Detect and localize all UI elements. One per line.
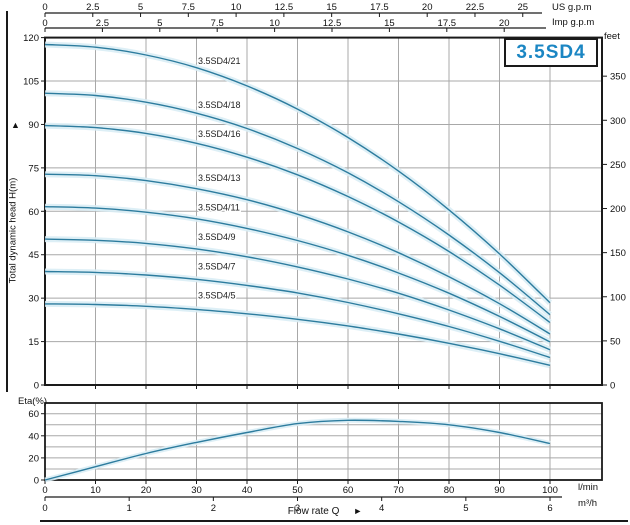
svg-text:0: 0 <box>42 503 47 514</box>
svg-text:25: 25 <box>517 2 528 13</box>
svg-text:0: 0 <box>34 476 39 487</box>
gpm-axes: 0 2.5 5 7.5 10 12.5 15 17.5 20 22.5 25 0 2.5 5 7.5 10 12… <box>42 2 546 32</box>
eta-chart-grid <box>45 403 602 480</box>
svg-text:20: 20 <box>422 2 433 13</box>
pump-model-badge: 3.5SD4 <box>504 38 598 67</box>
svg-text:7.5: 7.5 <box>182 2 195 13</box>
svg-text:120: 120 <box>23 33 39 44</box>
svg-text:50: 50 <box>292 485 303 496</box>
svg-text:10: 10 <box>231 2 242 13</box>
svg-text:60: 60 <box>343 485 354 496</box>
svg-text:75: 75 <box>28 163 39 174</box>
left-frame-rule <box>6 11 8 392</box>
svg-text:3.5SD4/5: 3.5SD4/5 <box>198 291 236 301</box>
bottom-frame-rule <box>40 520 628 522</box>
right-arrow-icon: ► <box>353 506 363 516</box>
svg-text:10: 10 <box>269 18 280 29</box>
svg-text:60: 60 <box>28 409 39 420</box>
svg-text:0: 0 <box>34 381 39 392</box>
svg-text:30: 30 <box>191 485 202 496</box>
imp-gpm-axis-label: Imp g.p.m <box>552 17 595 28</box>
svg-text:105: 105 <box>23 77 39 88</box>
flow-rate-text: Flow rate Q <box>287 506 340 517</box>
feet-axis-label: feet <box>604 31 620 42</box>
svg-text:40: 40 <box>242 485 253 496</box>
svg-text:30: 30 <box>28 294 39 305</box>
svg-text:3.5SD4/11: 3.5SD4/11 <box>198 203 240 213</box>
svg-text:50: 50 <box>610 336 621 347</box>
svg-text:17.5: 17.5 <box>370 2 389 13</box>
svg-text:0: 0 <box>42 485 47 496</box>
us-gpm-axis-label: US g.p.m <box>552 2 592 13</box>
svg-text:100: 100 <box>542 485 558 496</box>
svg-text:15: 15 <box>326 2 337 13</box>
svg-text:20: 20 <box>141 485 152 496</box>
m3h-axis: 0 1 2 3 4 5 6 <box>42 496 562 514</box>
head-curve-labels: 3.5SD4/21 3.5SD4/18 3.5SD4/16 3.5SD4/13 3.5S… <box>197 54 243 302</box>
pump-model-title: 3.5SD4 <box>516 41 586 63</box>
svg-text:5: 5 <box>138 2 143 13</box>
svg-text:70: 70 <box>393 485 404 496</box>
svg-text:0: 0 <box>610 381 615 392</box>
eta-axis-ticks: 0 20 40 60 <box>28 409 45 487</box>
svg-text:3: 3 <box>295 503 300 514</box>
svg-text:17.5: 17.5 <box>438 18 457 29</box>
svg-text:3.5SD4/7: 3.5SD4/7 <box>198 261 236 271</box>
eta-curve <box>44 417 551 483</box>
svg-text:1: 1 <box>127 503 132 514</box>
svg-text:10: 10 <box>90 485 101 496</box>
svg-text:20: 20 <box>499 18 510 29</box>
svg-text:15: 15 <box>28 337 39 348</box>
svg-text:350: 350 <box>610 72 626 83</box>
svg-text:60: 60 <box>28 207 39 218</box>
svg-text:300: 300 <box>610 116 626 127</box>
svg-text:4: 4 <box>379 503 384 514</box>
svg-text:250: 250 <box>610 160 626 171</box>
svg-text:45: 45 <box>28 250 39 261</box>
svg-text:80: 80 <box>444 485 455 496</box>
svg-text:12.5: 12.5 <box>275 2 294 13</box>
svg-text:2: 2 <box>211 503 216 514</box>
svg-text:200: 200 <box>610 204 626 215</box>
svg-text:6: 6 <box>547 503 552 514</box>
svg-text:7.5: 7.5 <box>211 18 224 29</box>
svg-text:3.5SD4/18: 3.5SD4/18 <box>198 100 241 110</box>
svg-text:5: 5 <box>157 18 162 29</box>
svg-text:3.5SD4/13: 3.5SD4/13 <box>198 173 241 183</box>
svg-text:2.5: 2.5 <box>96 18 109 29</box>
head-axis-label: Total dynamic head H(m) <box>7 177 19 284</box>
svg-text:90: 90 <box>494 485 505 496</box>
svg-text:5: 5 <box>463 503 468 514</box>
svg-text:100: 100 <box>610 292 626 303</box>
m3h-axis-label: m³/h <box>578 498 597 509</box>
svg-text:20: 20 <box>28 453 39 464</box>
svg-text:2.5: 2.5 <box>86 2 99 13</box>
svg-text:0: 0 <box>42 18 47 29</box>
flow-rate-axis-label: Flow rate Q ► <box>240 506 410 517</box>
svg-text:0: 0 <box>42 2 47 13</box>
feet-axis-ticks: 0 50 100 150 200 250 300 350 <box>602 72 626 392</box>
svg-text:3.5SD4/16: 3.5SD4/16 <box>198 129 241 139</box>
head-axis-ticks: 0 15 30 45 60 75 90 105 120 <box>23 33 551 392</box>
svg-text:3.5SD4/9: 3.5SD4/9 <box>198 232 236 242</box>
svg-text:40: 40 <box>28 431 39 442</box>
svg-text:150: 150 <box>610 248 626 259</box>
svg-text:15: 15 <box>384 18 395 29</box>
svg-text:22.5: 22.5 <box>466 2 485 13</box>
head-curves <box>44 43 551 366</box>
svg-text:3.5SD4/21: 3.5SD4/21 <box>198 56 241 66</box>
eta-axis-label: Eta(%) <box>18 396 48 407</box>
lmin-axis: 0 10 20 30 40 50 60 70 80 90 100 <box>42 480 558 496</box>
svg-text:12.5: 12.5 <box>323 18 342 29</box>
svg-text:90: 90 <box>28 120 39 131</box>
up-arrow-icon: ▲ <box>11 120 20 130</box>
lmin-axis-label: l/min <box>578 482 599 493</box>
